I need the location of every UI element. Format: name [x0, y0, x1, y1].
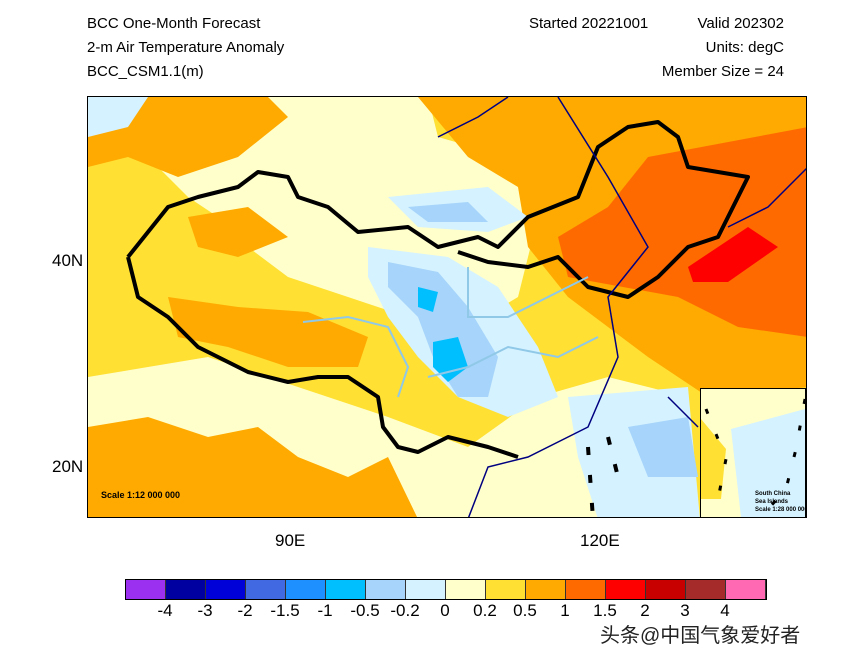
colorbar-label: 1	[560, 601, 570, 620]
colorbar-swatch	[126, 580, 166, 599]
lon-label-120e: 120E	[580, 531, 620, 550]
colorbar-swatch	[206, 580, 246, 599]
inset-caption-line: Scale 1:28 000 000	[755, 507, 807, 513]
colorbar-swatch	[686, 580, 726, 599]
inset-caption-line: Sea Islands	[755, 499, 789, 505]
colorbar-label: 1.5	[593, 601, 617, 620]
inset-caption: South China Sea Islands Scale 1:28 000 000	[755, 490, 807, 514]
colorbar-label: 2	[640, 601, 650, 620]
map-scale: Scale 1:12 000 000	[101, 490, 181, 500]
colorbar-label: 0	[440, 601, 450, 620]
start-date: Started 20221001	[529, 15, 649, 32]
colorbar-swatch	[606, 580, 646, 599]
colorbar-label: -1.5	[270, 601, 300, 620]
chart-title: BCC One-Month Forecast	[87, 15, 261, 32]
colorbar-swatch	[246, 580, 286, 599]
colorbar-label: 0.2	[473, 601, 497, 620]
inset-caption-line: South China	[755, 491, 791, 497]
colorbar-label: -2	[237, 601, 253, 620]
colorbar-label: -1	[317, 601, 333, 620]
lat-label-20n: 20N	[52, 457, 84, 476]
variable-name: 2-m Air Temperature Anomaly	[87, 39, 285, 56]
south-china-sea-inset	[700, 388, 806, 517]
colorbar-label: 0.5	[513, 601, 537, 620]
model-name: BCC_CSM1.1(m)	[87, 63, 204, 80]
colorbar-label: 3	[680, 601, 690, 620]
colorbar-label: -3	[197, 601, 213, 620]
lat-label-40n: 40N	[52, 251, 84, 270]
colorbar-label: -4	[157, 601, 173, 620]
colorbar-swatch	[726, 580, 766, 599]
colorbar-swatch	[566, 580, 606, 599]
valid-date: Valid 202302	[697, 15, 784, 32]
colorbar-swatch	[366, 580, 406, 599]
lon-label-90e: 90E	[275, 531, 306, 550]
colorbar-label: -0.2	[390, 601, 420, 620]
colorbar-swatch	[406, 580, 446, 599]
member-size: Member Size = 24	[661, 63, 784, 80]
units: Units: degC	[705, 39, 784, 56]
colorbar-swatch	[646, 580, 686, 599]
colorbar-swatch	[286, 580, 326, 599]
colorbar-label: -0.5	[350, 601, 380, 620]
colorbar-label: 4	[720, 601, 730, 620]
colorbar-swatch	[486, 580, 526, 599]
watermark: 头条@中国气象爱好者	[600, 625, 801, 647]
anomaly-map: South China Sea Islands Scale 1:28 000 000…	[87, 96, 807, 518]
colorbar-swatch	[446, 580, 486, 599]
colorbar-swatch	[326, 580, 366, 599]
map-fill	[88, 97, 806, 517]
colorbar	[125, 579, 767, 600]
colorbar-swatch	[166, 580, 206, 599]
colorbar-swatch	[526, 580, 566, 599]
